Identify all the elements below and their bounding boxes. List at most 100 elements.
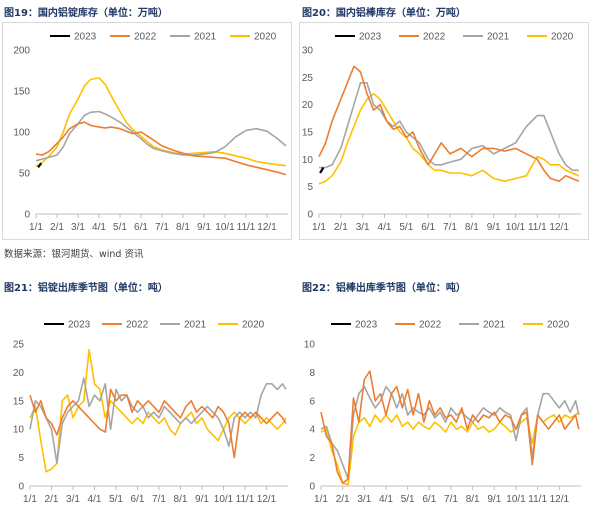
legend-label-2023: 2023 <box>359 32 382 43</box>
legend-label-2023: 2023 <box>74 32 97 43</box>
x-tick-label: 2/1 <box>45 494 59 505</box>
legend-label-2023: 2023 <box>355 320 378 331</box>
legend-label-2020: 2020 <box>242 320 265 331</box>
series-line-2021 <box>35 110 287 162</box>
legend-label-2021: 2021 <box>483 320 506 331</box>
y-tick-label: 0 <box>24 210 30 221</box>
series-line-2023 <box>37 162 43 168</box>
x-tick-label: 6/1 <box>421 222 435 233</box>
panel-title-3: 图21：铝锭出库季节图（单位：吨） <box>4 283 168 294</box>
x-tick-label: 3/1 <box>356 222 370 233</box>
x-tick-label: 4/1 <box>379 494 393 505</box>
y-tick-label: 15 <box>13 396 25 407</box>
x-tick-label: 4/1 <box>378 222 392 233</box>
legend-label-2022: 2022 <box>419 320 442 331</box>
x-tick-label: 7/1 <box>443 222 457 233</box>
x-tick-label: 2/1 <box>50 222 64 233</box>
x-tick-label: 8/1 <box>174 494 188 505</box>
y-tick-label: 50 <box>19 169 31 180</box>
x-tick-label: 12/1 <box>257 222 277 233</box>
x-tick-label: 5/1 <box>109 494 123 505</box>
legend-label-2022: 2022 <box>423 32 446 43</box>
x-tick-label: 8/1 <box>465 222 479 233</box>
x-tick-label: 8/1 <box>176 222 190 233</box>
source-note: 数据来源：银河期货、wind 资讯 <box>4 249 144 260</box>
chart-domestic-aluminum-ingot-inventory: 0 50 100 150 200 1/1 2/1 3/1 4/1 5/1 6/1 7/1 8/1 9/1 1… <box>2 22 292 240</box>
x-tick-label: 7/1 <box>152 494 166 505</box>
y-tick-label: 150 <box>13 87 30 98</box>
legend-label-2023: 2023 <box>68 320 91 331</box>
series-line-2021 <box>319 81 579 172</box>
series-line-2020 <box>29 348 287 473</box>
series-line-2022 <box>35 121 287 176</box>
series-line-2021 <box>320 385 580 480</box>
series-line-2020 <box>320 411 580 486</box>
series-line-2022 <box>320 370 580 484</box>
x-tick-label: 8/1 <box>466 494 480 505</box>
panel-title-4: 图22：铝棒出库季节图（单位：吨） <box>302 283 466 294</box>
series-line-2021 <box>29 377 287 465</box>
y-tick-label: 30 <box>302 46 314 57</box>
x-tick-label: 3/1 <box>71 222 85 233</box>
x-tick-label: 9/1 <box>487 494 501 505</box>
y-tick-label: 0 <box>309 482 315 493</box>
y-tick-label: 0 <box>18 482 24 493</box>
x-tick-label: 11/1 <box>236 494 255 505</box>
y-tick-label: 5 <box>18 453 24 464</box>
x-tick-label: 6/1 <box>134 222 148 233</box>
x-tick-label: 1/1 <box>29 222 43 233</box>
series-line-2023 <box>319 166 325 174</box>
x-tick-label: 3/1 <box>357 494 371 505</box>
y-tick-label: 4 <box>309 425 315 436</box>
legend-label-2022: 2022 <box>126 320 149 331</box>
y-tick-label: 2 <box>309 453 315 464</box>
x-tick-label: 4/1 <box>92 222 106 233</box>
chart-aluminum-ingot-outbound-seasonal: 0 5 10 15 20 25 1/1 2/1 3/1 4/1 5/1 6/1 7/1 8/1 9/1 10/… <box>13 320 288 505</box>
x-tick-label: 4/1 <box>88 494 102 505</box>
legend-label-2020: 2020 <box>254 32 277 43</box>
y-tick-label: 6 <box>309 396 315 407</box>
x-tick-label: 1/1 <box>314 494 328 505</box>
x-tick-label: 7/1 <box>444 494 458 505</box>
x-tick-label: 6/1 <box>422 494 436 505</box>
y-tick-label: 100 <box>13 128 30 139</box>
x-tick-label: 10/1 <box>215 222 235 233</box>
legend-label-2020: 2020 <box>547 320 570 331</box>
x-tick-label: 3/1 <box>66 494 80 505</box>
chart-domestic-aluminum-rod-inventory: 0 5 10 15 20 25 30 1/1 2/1 3/1 4/1 5/1 6/1 7/1 8/1 9/1 1… <box>299 22 589 240</box>
panel-title-1: 图19：国内铝锭库存（单位：万吨） <box>4 8 168 19</box>
y-tick-label: 20 <box>302 100 314 111</box>
chart-frame <box>2 22 292 240</box>
x-tick-label: 5/1 <box>401 494 415 505</box>
x-tick-label: 9/1 <box>195 494 209 505</box>
y-tick-label: 25 <box>302 73 314 84</box>
x-tick-label: 1/1 <box>312 222 326 233</box>
series-line-2022 <box>29 388 287 459</box>
y-tick-label: 8 <box>309 368 315 379</box>
y-tick-label: 15 <box>302 128 314 139</box>
x-tick-label: 11/1 <box>528 494 547 505</box>
y-tick-label: 25 <box>13 340 25 351</box>
y-tick-label: 10 <box>304 340 316 351</box>
x-tick-label: 7/1 <box>155 222 169 233</box>
series-line-2020 <box>35 77 286 168</box>
series-line-2022 <box>318 65 580 182</box>
series-line-2020 <box>318 92 580 185</box>
x-tick-label: 10/1 <box>214 494 234 505</box>
x-tick-label: 6/1 <box>131 494 145 505</box>
legend-label-2020: 2020 <box>551 32 574 43</box>
x-tick-label: 12/1 <box>257 494 277 505</box>
x-tick-label: 10/1 <box>506 222 526 233</box>
x-tick-label: 2/1 <box>336 494 350 505</box>
x-tick-label: 11/1 <box>528 222 547 233</box>
legend-label-2021: 2021 <box>184 320 207 331</box>
legend-label-2021: 2021 <box>194 32 217 43</box>
legend-label-2022: 2022 <box>134 32 157 43</box>
y-tick-label: 200 <box>13 46 30 57</box>
x-tick-label: 5/1 <box>399 222 413 233</box>
x-tick-label: 1/1 <box>23 494 37 505</box>
y-tick-label: 20 <box>13 368 25 379</box>
y-tick-label: 0 <box>307 210 313 221</box>
x-tick-label: 12/1 <box>550 494 570 505</box>
chart-aluminum-rod-outbound-seasonal: 0 2 4 6 8 10 1/1 2/1 3/1 4/1 5/1 6/1 7/1 8/1 9/1 10/1 11… <box>304 320 581 505</box>
